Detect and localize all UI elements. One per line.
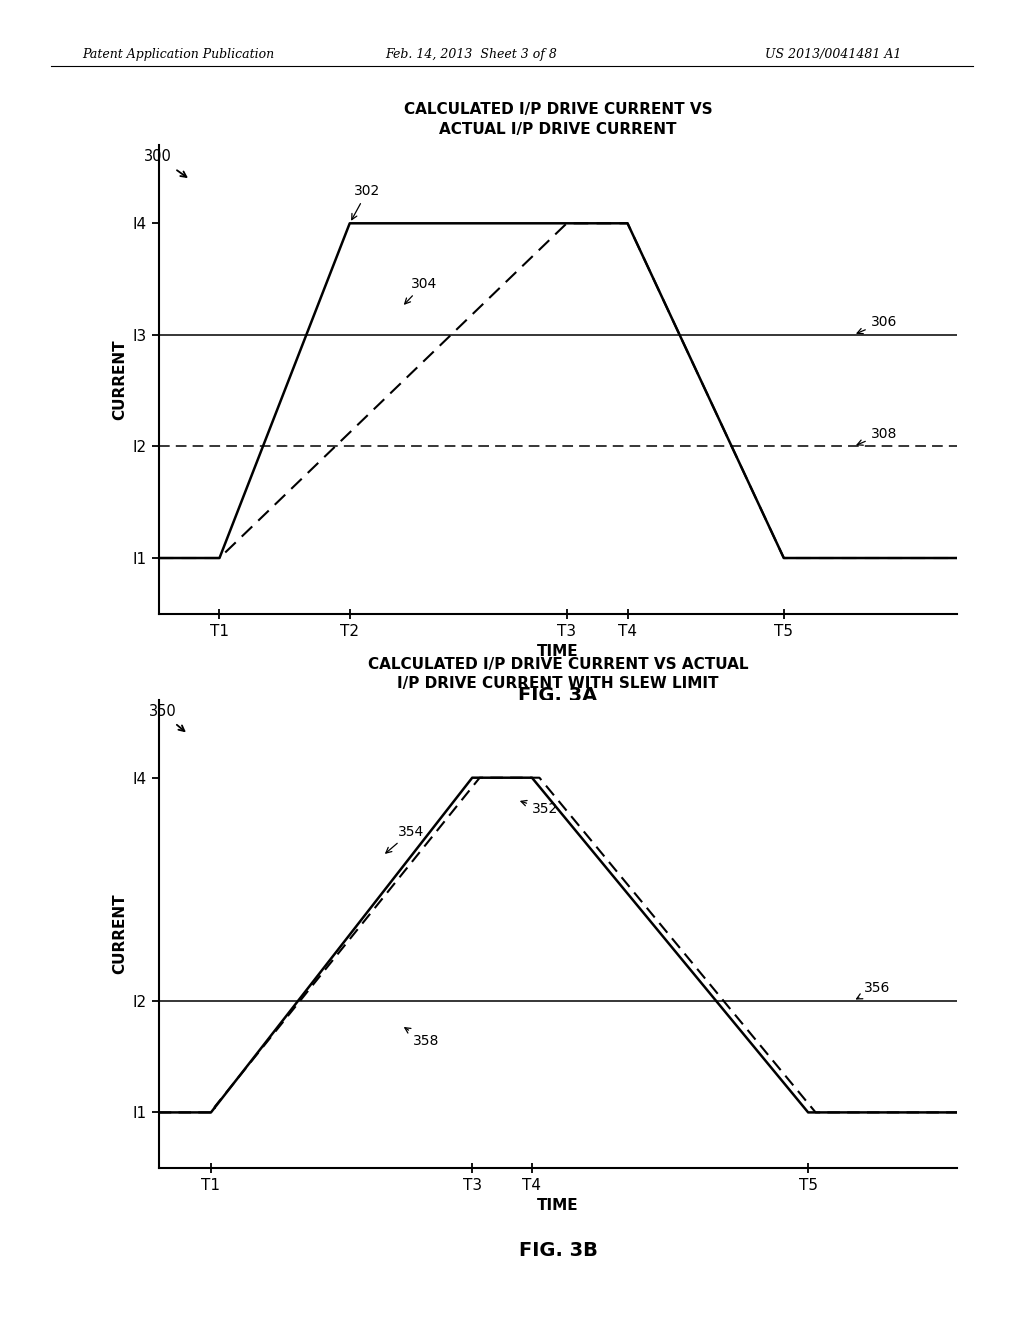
Title: CALCULATED I/P DRIVE CURRENT VS
ACTUAL I/P DRIVE CURRENT: CALCULATED I/P DRIVE CURRENT VS ACTUAL I… — [403, 102, 713, 137]
Text: US 2013/0041481 A1: US 2013/0041481 A1 — [765, 48, 901, 61]
Text: 306: 306 — [857, 315, 897, 334]
Text: 354: 354 — [386, 825, 424, 853]
Text: 302: 302 — [351, 185, 380, 219]
Text: FIG. 3A: FIG. 3A — [518, 686, 598, 705]
Text: 356: 356 — [857, 981, 891, 999]
Text: 358: 358 — [404, 1028, 439, 1048]
Y-axis label: CURRENT: CURRENT — [113, 894, 127, 974]
X-axis label: TIME: TIME — [538, 644, 579, 659]
Text: 304: 304 — [404, 277, 437, 304]
Text: 308: 308 — [857, 426, 897, 445]
Text: Patent Application Publication: Patent Application Publication — [82, 48, 274, 61]
Title: CALCULATED I/P DRIVE CURRENT VS ACTUAL
I/P DRIVE CURRENT WITH SLEW LIMIT: CALCULATED I/P DRIVE CURRENT VS ACTUAL I… — [368, 656, 749, 692]
Text: FIG. 3B: FIG. 3B — [518, 1241, 598, 1259]
Text: Feb. 14, 2013  Sheet 3 of 8: Feb. 14, 2013 Sheet 3 of 8 — [385, 48, 557, 61]
Text: 300: 300 — [144, 149, 172, 164]
Text: 352: 352 — [521, 800, 558, 816]
Y-axis label: CURRENT: CURRENT — [112, 339, 127, 420]
X-axis label: TIME: TIME — [538, 1199, 579, 1213]
Text: 350: 350 — [148, 704, 176, 718]
